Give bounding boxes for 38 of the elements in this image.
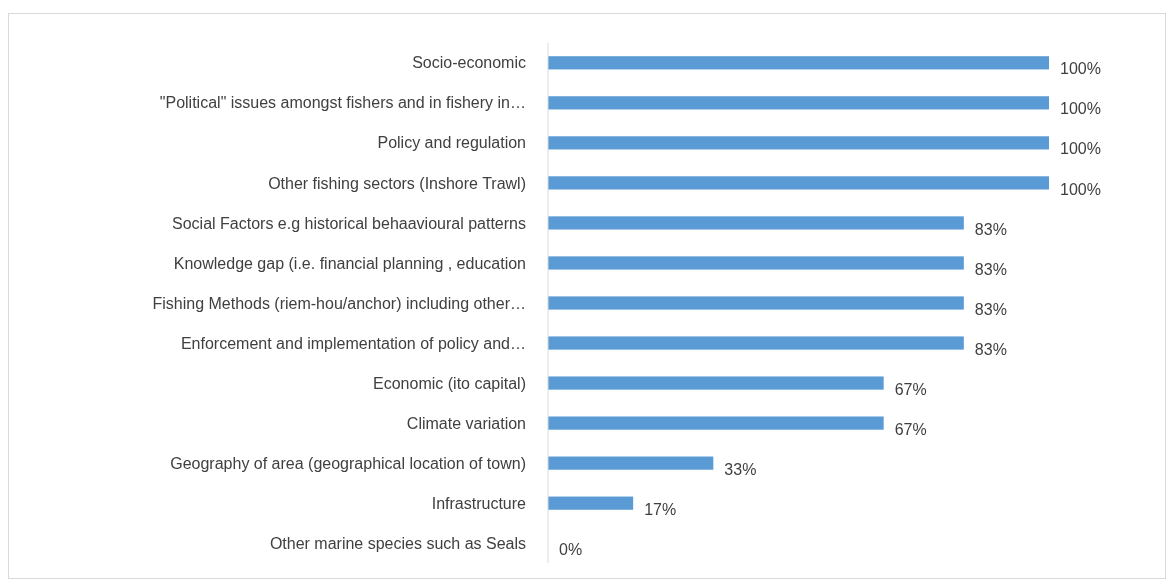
y-tick-label: Other marine species such as Seals [269, 534, 526, 552]
data-label: 17% [644, 500, 677, 518]
y-tick-label: Fishing Methods (riem-hou/anchor) including other… [152, 294, 526, 312]
y-tick-label: Climate variation [406, 414, 526, 432]
y-tick-label: Social Factors e.g historical behaavioural patterns [172, 214, 526, 232]
y-tick-label: Knowledge gap (i.e. financial planning , education [173, 254, 526, 272]
data-label: 100% [1060, 60, 1101, 78]
bar [548, 176, 1049, 190]
data-label: 67% [894, 380, 927, 398]
bar [548, 416, 884, 430]
data-label: 83% [974, 300, 1007, 318]
data-label: 0% [559, 540, 583, 558]
data-label: 83% [974, 220, 1007, 238]
bar [548, 336, 964, 350]
bar [548, 296, 964, 310]
y-tick-label: Other fishing sectors (Inshore Trawl) [268, 174, 526, 192]
bar [548, 216, 964, 230]
y-tick-label: Policy and regulation [377, 134, 526, 152]
y-tick-label: "Political" issues amongst fishers and in fishery in… [159, 94, 526, 112]
y-tick-label: Socio-economic [412, 54, 526, 72]
data-label: 83% [974, 260, 1007, 278]
y-tick-label: Infrastructure [431, 494, 527, 512]
data-label: 83% [974, 340, 1007, 358]
bar [548, 136, 1049, 150]
bar [548, 56, 1049, 70]
bar [548, 376, 884, 390]
data-label: 100% [1060, 100, 1101, 118]
data-label: 33% [724, 460, 757, 478]
data-label: 100% [1060, 140, 1101, 158]
data-label: 100% [1060, 180, 1101, 198]
bar [548, 256, 964, 270]
y-tick-label: Economic (ito capital) [373, 374, 526, 392]
data-label: 67% [894, 420, 927, 438]
bar [548, 496, 634, 510]
bar [548, 96, 1049, 110]
y-tick-label: Geography of area (geographical location of town) [170, 454, 526, 472]
bar [548, 456, 714, 470]
y-tick-label: Enforcement and implementation of policy and… [180, 334, 526, 352]
